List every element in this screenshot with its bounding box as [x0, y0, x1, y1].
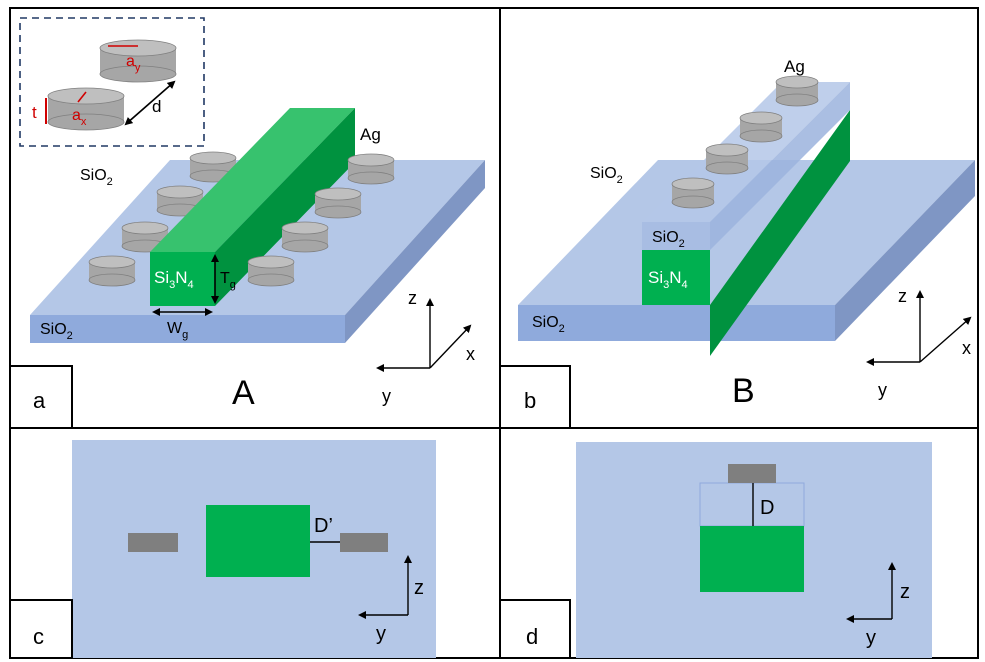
tg-label: Tg — [220, 270, 236, 291]
substrate-front-face — [30, 315, 345, 343]
silver-disk — [281, 221, 329, 253]
waveguide-front-face — [642, 250, 710, 305]
sio2-front-label-b: SiO2 — [532, 314, 565, 335]
silver-disk — [121, 221, 169, 253]
axes-c: z y — [358, 555, 424, 645]
waveguide-side-face — [710, 110, 850, 356]
axes-b: z x y — [866, 286, 972, 400]
si3n4-label-b: Si3N4 — [648, 268, 688, 291]
waveguide-top-face — [150, 108, 355, 252]
ag-label-a: Ag — [360, 125, 381, 144]
cap-front-face — [642, 222, 710, 250]
axis-z-label-c: z — [414, 577, 424, 599]
silver-disk — [314, 187, 362, 219]
waveguide-cross-section — [206, 505, 310, 577]
panel-letter-box-b — [499, 365, 571, 429]
axis-z-label-d: z — [900, 581, 910, 603]
si3n4-label-a: Si3N4 — [154, 268, 194, 291]
panel-title-b: B — [732, 372, 755, 410]
silver-disk-left — [128, 533, 178, 552]
silver-disk — [705, 143, 749, 175]
waveguide-side-face — [215, 108, 355, 306]
cap-side-face — [710, 82, 850, 250]
panel-a: Si3N4 Tg Wg Ag SiO2 SiO2 ay ax t — [9, 17, 485, 429]
panel-letter-box-c — [9, 599, 73, 659]
substrate-side-face — [345, 160, 485, 343]
t-label: t — [32, 103, 37, 122]
d-label: d — [152, 97, 161, 116]
panel-grid — [9, 7, 979, 659]
sio2-top-label-b: SiO2 — [590, 165, 623, 186]
ax-line — [77, 91, 87, 103]
silver-disk-right — [340, 533, 388, 552]
panel-letter-box-d — [499, 599, 571, 659]
panel-letter-box-a — [9, 365, 73, 429]
axis-z-label-a: z — [408, 288, 417, 308]
axis-x-label-b: x — [962, 338, 971, 358]
panel-letter-c: c — [33, 624, 44, 649]
axis-y-label-a: y — [382, 386, 391, 406]
silver-disk — [775, 75, 819, 107]
sio2-cap-label-b: SiO2 — [652, 229, 685, 250]
axis-y-label-c: y — [376, 623, 386, 645]
sio2-top-label-a: SiO2 — [80, 167, 113, 188]
substrate-side-face — [835, 160, 975, 341]
substrate-top-face — [518, 160, 975, 305]
substrate-front-face — [518, 305, 835, 341]
axes-a: z x y — [376, 288, 475, 406]
inset-disk-front — [47, 87, 125, 131]
silver-disk — [347, 153, 395, 185]
panel-title-a: A — [232, 374, 255, 412]
panel-letter-b: b — [524, 388, 536, 413]
axis-y-label-b: y — [878, 380, 887, 400]
waveguide-front-face — [150, 252, 215, 306]
ay-label: ay — [126, 53, 141, 74]
panel-letter-a: a — [33, 388, 46, 413]
silver-disk — [671, 177, 715, 209]
gap-label-d: D — [760, 497, 774, 519]
silver-disk — [88, 255, 136, 287]
axis-x-label-a: x — [466, 344, 475, 364]
axes-d: z y — [846, 562, 910, 649]
panel-c: D’ z y c — [9, 440, 436, 659]
inset-disk-back — [99, 39, 177, 83]
gap-label-c: D’ — [314, 515, 333, 537]
panel-b: Ag SiO2 SiO2 Si3N4 SiO2 z x y b B — [499, 57, 975, 429]
waveguide-cross-section — [700, 526, 804, 592]
inset-box: ay ax t d — [19, 17, 205, 147]
silver-disk — [739, 111, 783, 143]
cap-cross-section — [699, 482, 805, 527]
ax-label: ax — [72, 107, 87, 128]
axis-y-label-d: y — [866, 627, 876, 649]
sio2-front-label-a: SiO2 — [40, 321, 73, 342]
wg-label: Wg — [167, 320, 188, 341]
axis-z-label-b: z — [898, 286, 907, 306]
silver-disk — [189, 151, 237, 183]
panel-letter-d: d — [526, 624, 538, 649]
silver-disk-top — [728, 464, 776, 483]
panel-d: D z y d — [499, 442, 932, 659]
silver-disk — [156, 185, 204, 217]
d-arrow — [124, 80, 176, 126]
ag-label-b: Ag — [784, 57, 805, 76]
silver-disk — [247, 255, 295, 287]
